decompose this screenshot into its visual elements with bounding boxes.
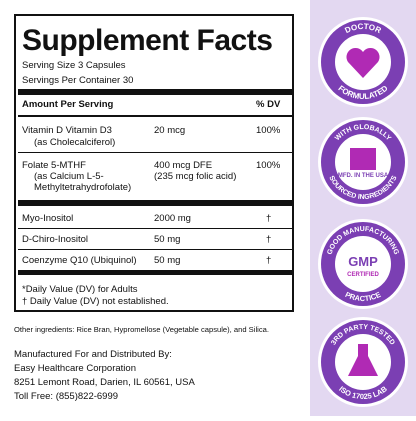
dv: † <box>266 234 272 245</box>
badge-text: CERTIFIED <box>347 272 379 278</box>
manufacturer: Easy Healthcare Corporation <box>14 363 136 374</box>
badge: GMP CERTIFIED GOOD MANUFACTURING PRACTIC… <box>318 219 408 309</box>
other-ingredients: Other ingredients: Rice Bran, Hypromello… <box>14 325 269 334</box>
nutrient: Myo-Inositol <box>22 213 74 224</box>
thick-rule <box>18 200 292 206</box>
serving-size: Serving Size 3 Capsules <box>22 60 126 71</box>
header-amount: Amount Per Serving <box>22 99 114 110</box>
nutrient: Vitamin D Vitamin D3 <box>22 125 112 136</box>
amount: 2000 mg <box>154 213 191 224</box>
nutrient: (as Cholecalciferol) <box>34 137 116 148</box>
svg-text:PRACTICE: PRACTICE <box>344 290 383 303</box>
nutrient: Methyltetrahydrofolate) <box>34 182 132 193</box>
manufacturer: Toll Free: (855)822-6999 <box>14 391 119 402</box>
badge-text: MFD. IN THE USA <box>338 173 389 179</box>
rule <box>18 152 292 153</box>
badge-text: PRACTICE <box>344 290 383 303</box>
nutrient: Coenzyme Q10 (Ubiquinol) <box>22 255 137 266</box>
badge-panel: DOCTOR FORMULATED MFD. IN THE USA WITH G… <box>310 0 416 416</box>
badge: DOCTOR FORMULATED <box>318 17 408 107</box>
badge-text: GMP <box>348 254 378 269</box>
amount: 50 mg <box>154 234 181 245</box>
rule <box>18 115 292 117</box>
footnote: *Daily Value (DV) for Adults <box>22 284 138 295</box>
manufacturer: 8251 Lemont Road, Darien, IL 60561, USA <box>14 377 195 388</box>
nutrient: Folate 5-MTHF <box>22 160 86 171</box>
badge: 3RD PARTY TESTED ISO 17025 LAB <box>318 317 408 407</box>
amount: (235 mcg folic acid) <box>154 171 237 182</box>
dv: 100% <box>256 160 281 171</box>
facts-box <box>14 14 294 312</box>
amount: 50 mg <box>154 255 181 266</box>
nutrient: D-Chiro-Inositol <box>22 234 88 245</box>
nutrient: (as Calcium L-5- <box>34 171 104 182</box>
badge: MFD. IN THE USA WITH GLOBALLY SOURCED IN… <box>318 117 408 207</box>
amount: 400 mcg DFE <box>154 160 213 171</box>
amount: 20 mcg <box>154 125 186 136</box>
manufacturer: Manufactured For and Distributed By: <box>14 349 172 360</box>
thick-rule <box>18 270 292 275</box>
badges: DOCTOR FORMULATED MFD. IN THE USA WITH G… <box>318 17 408 407</box>
servings: Servings Per Container 30 <box>22 75 134 86</box>
rule <box>18 249 292 250</box>
header-dv: % DV <box>256 99 281 110</box>
rule <box>18 228 292 229</box>
dv: † <box>266 213 272 224</box>
thick-rule <box>18 89 292 95</box>
dv: † <box>266 255 272 266</box>
badge-text: DOCTOR <box>343 22 382 35</box>
footnote: † Daily Value (DV) not established. <box>22 296 169 307</box>
dv: 100% <box>256 125 281 136</box>
title: Supplement Facts <box>22 24 273 57</box>
svg-text:DOCTOR: DOCTOR <box>343 22 382 35</box>
